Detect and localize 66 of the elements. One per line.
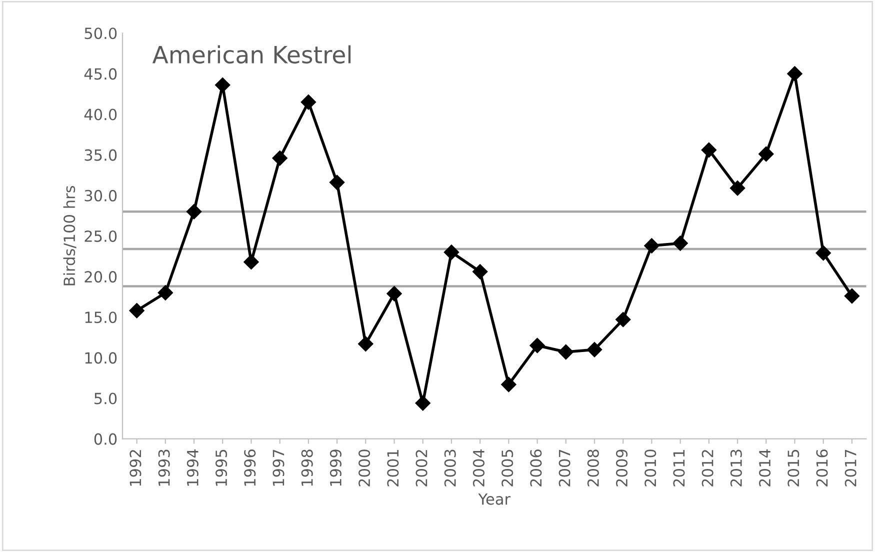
point bbox=[816, 245, 831, 261]
x-tick-label: 1992 bbox=[130, 450, 142, 486]
point bbox=[472, 264, 488, 280]
y-tick-label: 35.0 bbox=[84, 149, 117, 161]
x-tick-label: 2014 bbox=[759, 449, 771, 486]
y-tick-label: 15.0 bbox=[85, 312, 117, 324]
y-tick-label: 20.0 bbox=[84, 271, 117, 283]
point bbox=[730, 180, 746, 196]
point bbox=[558, 344, 574, 360]
point bbox=[844, 288, 860, 304]
point bbox=[300, 94, 316, 110]
x-tick-label: 1997 bbox=[272, 450, 284, 486]
x-tick-label: 1994 bbox=[186, 449, 198, 486]
point bbox=[272, 150, 288, 166]
x-tick-label: 2006 bbox=[530, 450, 542, 486]
point bbox=[415, 396, 430, 411]
y-tick-label: 40.0 bbox=[84, 108, 117, 120]
x-tick-label: 1998 bbox=[301, 450, 313, 486]
point bbox=[586, 342, 602, 358]
point bbox=[787, 66, 802, 82]
x-tick-label: 2011 bbox=[673, 450, 685, 486]
x-tick-label: 2016 bbox=[816, 450, 828, 486]
x-tick-label: 2005 bbox=[502, 450, 514, 486]
chart-title: American Kestrel bbox=[152, 45, 351, 64]
x-tick-label: 2001 bbox=[387, 450, 399, 486]
point bbox=[701, 142, 716, 158]
point bbox=[215, 77, 230, 93]
y-tick-label: 25.0 bbox=[84, 230, 117, 242]
x-tick-label: 2012 bbox=[702, 450, 714, 486]
point bbox=[158, 285, 173, 300]
x-axis-title: Year bbox=[478, 493, 511, 505]
x-tick-label: 1999 bbox=[330, 450, 342, 486]
point bbox=[386, 286, 402, 302]
point bbox=[186, 204, 202, 220]
x-tick-label: 2009 bbox=[616, 450, 628, 486]
x-tick-label: 1993 bbox=[158, 450, 170, 486]
x-tick-label: 2000 bbox=[358, 450, 370, 486]
x-tick-label: 1995 bbox=[215, 450, 228, 486]
point bbox=[672, 236, 688, 251]
point bbox=[501, 376, 516, 392]
point bbox=[644, 238, 660, 254]
point bbox=[444, 244, 460, 260]
x-tick-label: 2003 bbox=[444, 450, 456, 486]
x-tick-label: 2002 bbox=[416, 450, 428, 486]
point bbox=[129, 303, 144, 318]
point bbox=[329, 174, 345, 190]
y-axis-title: Birds/100 hrs bbox=[63, 186, 76, 286]
x-tick-label: 2015 bbox=[788, 450, 800, 486]
x-tick-label: 2017 bbox=[844, 450, 856, 486]
y-tick-label: 30.0 bbox=[84, 190, 117, 202]
y-tick-label: 0.0 bbox=[94, 433, 117, 445]
point bbox=[244, 254, 259, 270]
y-tick-label: 10.0 bbox=[85, 352, 117, 364]
y-tick-label: 45.0 bbox=[84, 68, 117, 80]
x-tick-label: 2008 bbox=[587, 450, 599, 486]
x-tick-label: 2007 bbox=[558, 450, 570, 486]
y-tick-label: 5.0 bbox=[94, 392, 117, 404]
point bbox=[758, 146, 774, 162]
point bbox=[616, 312, 631, 328]
point bbox=[530, 338, 545, 354]
x-tick-label: 2004 bbox=[472, 449, 485, 486]
point bbox=[358, 336, 374, 352]
x-tick-label: 1996 bbox=[244, 450, 256, 486]
x-tick-label: 2010 bbox=[644, 450, 656, 486]
x-tick-label: 2013 bbox=[730, 450, 742, 486]
y-tick-label: 50.0 bbox=[84, 28, 117, 40]
